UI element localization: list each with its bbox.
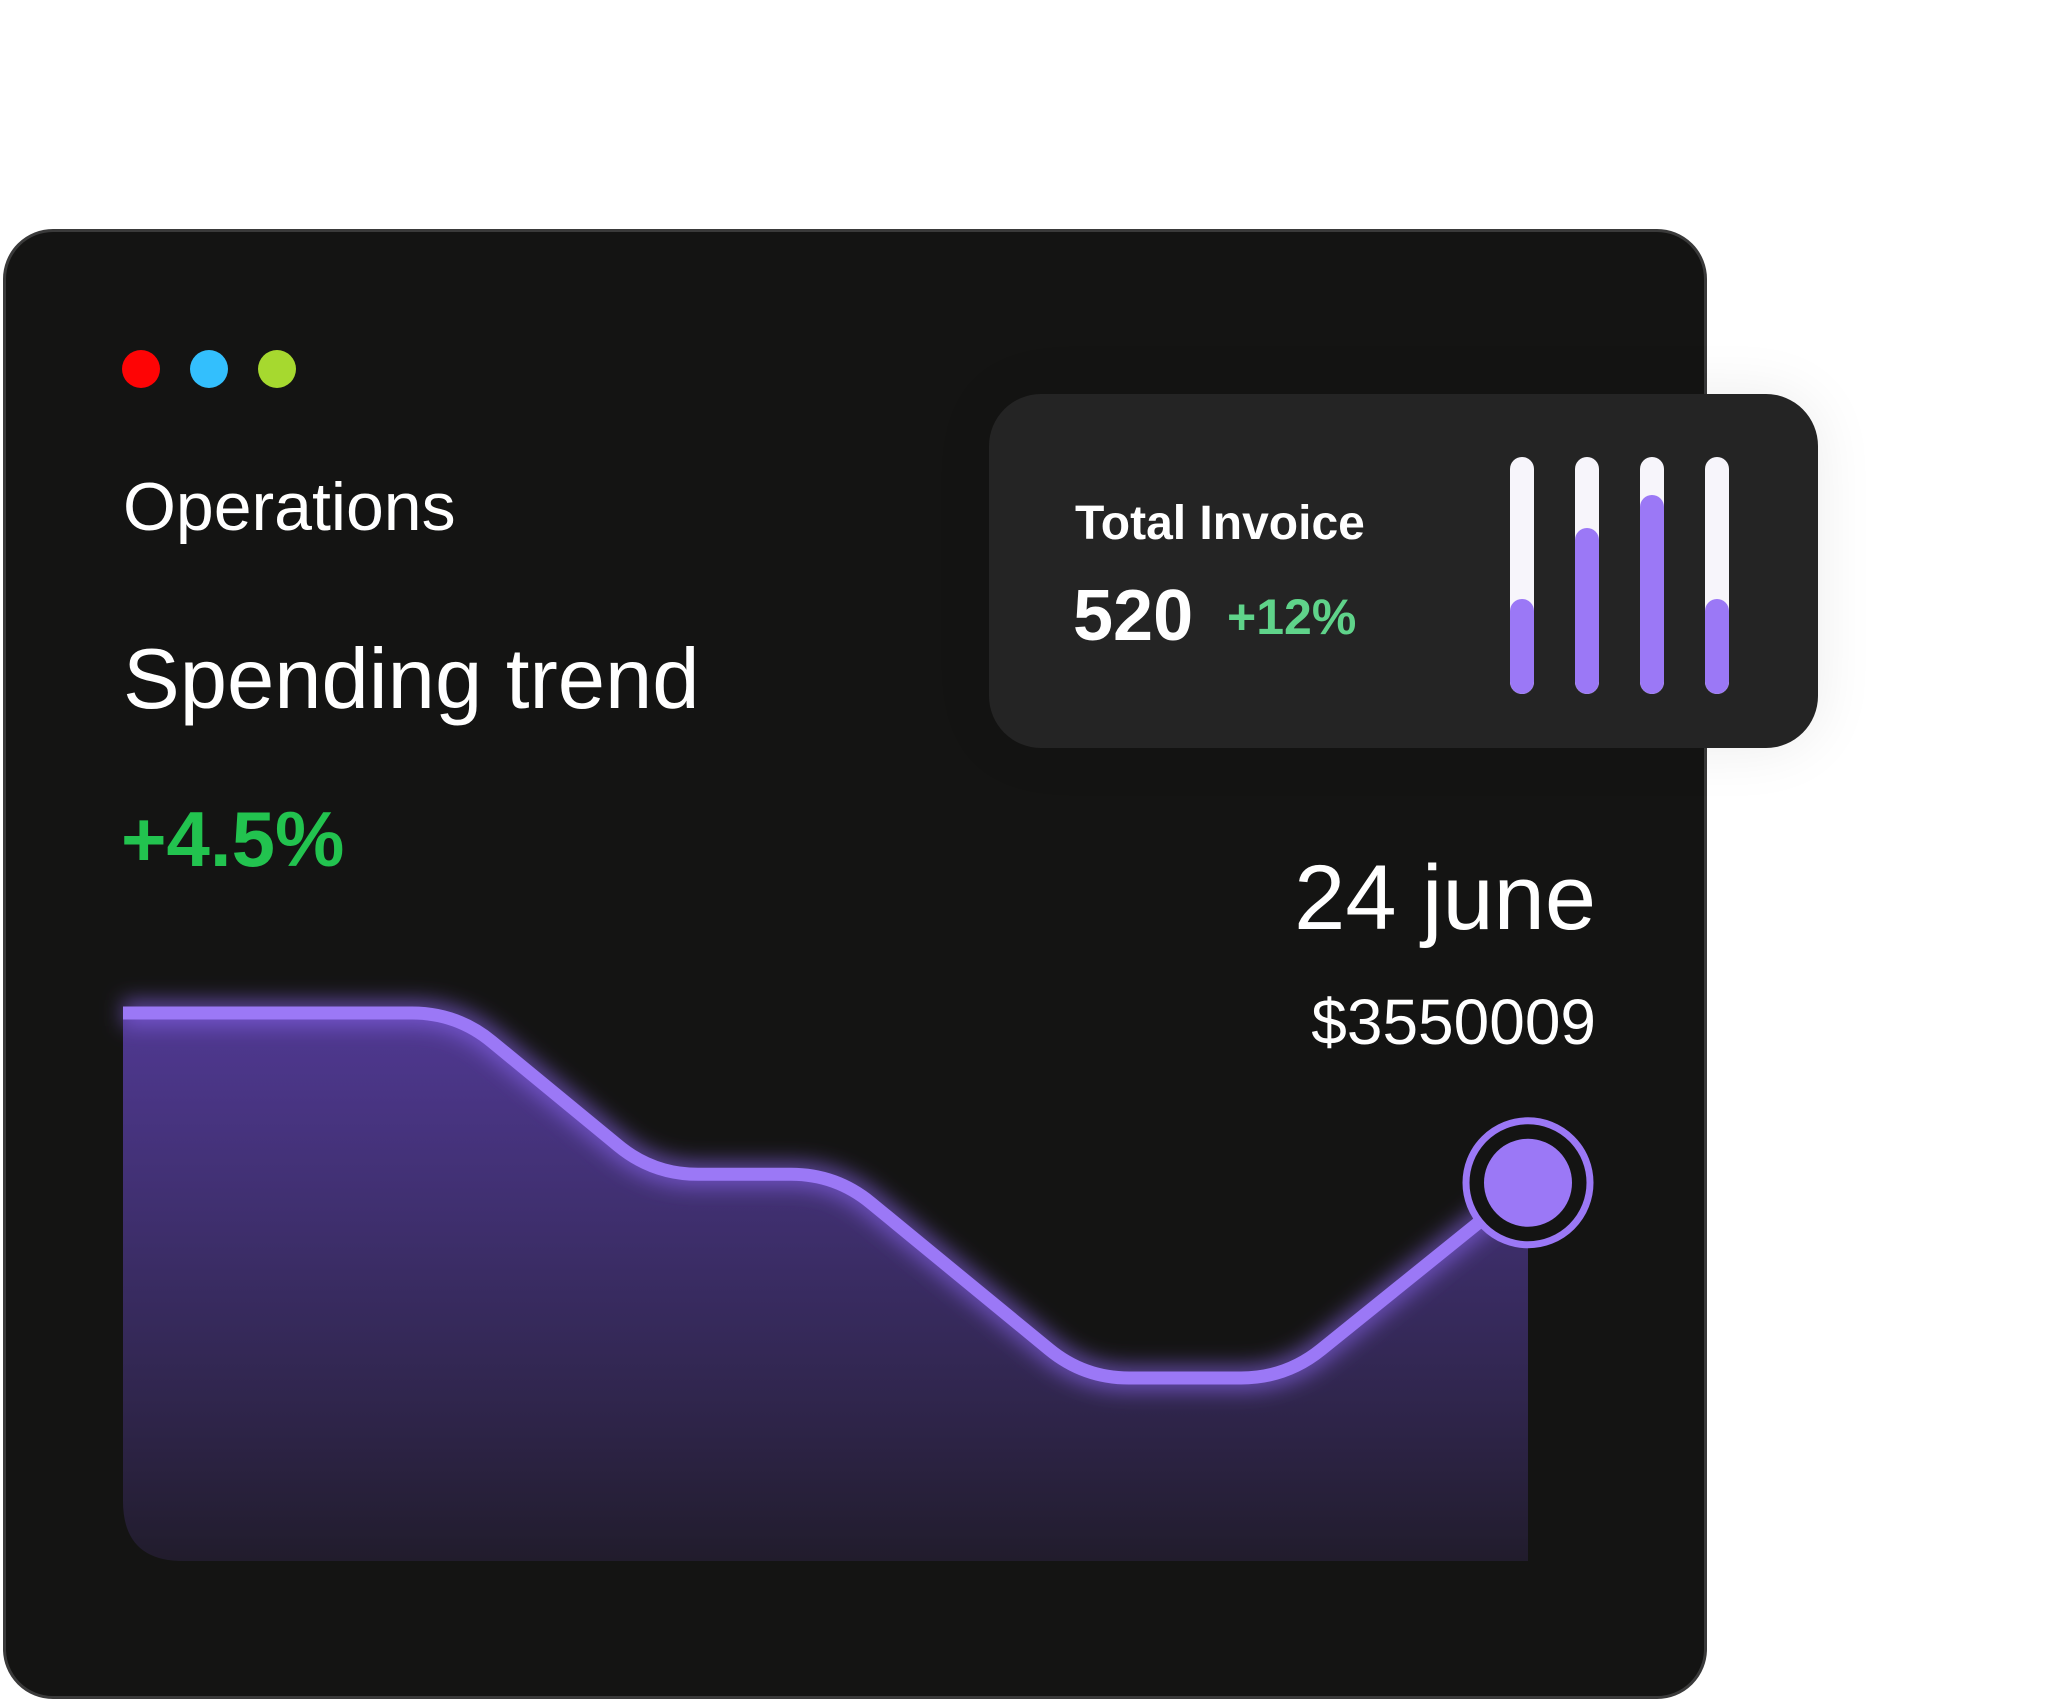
selected-date: 24 june bbox=[1294, 847, 1596, 949]
chart-line bbox=[123, 1006, 1533, 1385]
invoice-change: +12% bbox=[1227, 589, 1357, 645]
invoice-bar-fill bbox=[1705, 599, 1729, 694]
chart-title: Spending trend bbox=[123, 632, 700, 727]
invoice-title: Total Invoice bbox=[1075, 497, 1365, 550]
selected-amount: $3550009 bbox=[1311, 986, 1596, 1058]
invoice-bar-fill bbox=[1510, 599, 1534, 694]
spending-change: +4.5% bbox=[121, 795, 345, 883]
highlight-point[interactable] bbox=[1484, 1138, 1572, 1227]
invoice-value: 520 bbox=[1073, 576, 1194, 656]
invoice-bar-fill bbox=[1640, 494, 1664, 694]
window-close-button[interactable] bbox=[122, 350, 160, 388]
total-invoice-card bbox=[989, 394, 1818, 748]
invoice-bar-3 bbox=[1640, 457, 1664, 694]
invoice-bar-fill bbox=[1575, 528, 1599, 694]
window-maximize-button[interactable] bbox=[258, 350, 296, 388]
invoice-bar-2 bbox=[1575, 457, 1599, 694]
invoice-bar-1 bbox=[1510, 457, 1534, 694]
invoice-bar-4 bbox=[1705, 457, 1729, 694]
section-title: Operations bbox=[123, 469, 456, 545]
window-minimize-button[interactable] bbox=[190, 350, 228, 388]
chart-area bbox=[123, 1013, 1528, 1561]
